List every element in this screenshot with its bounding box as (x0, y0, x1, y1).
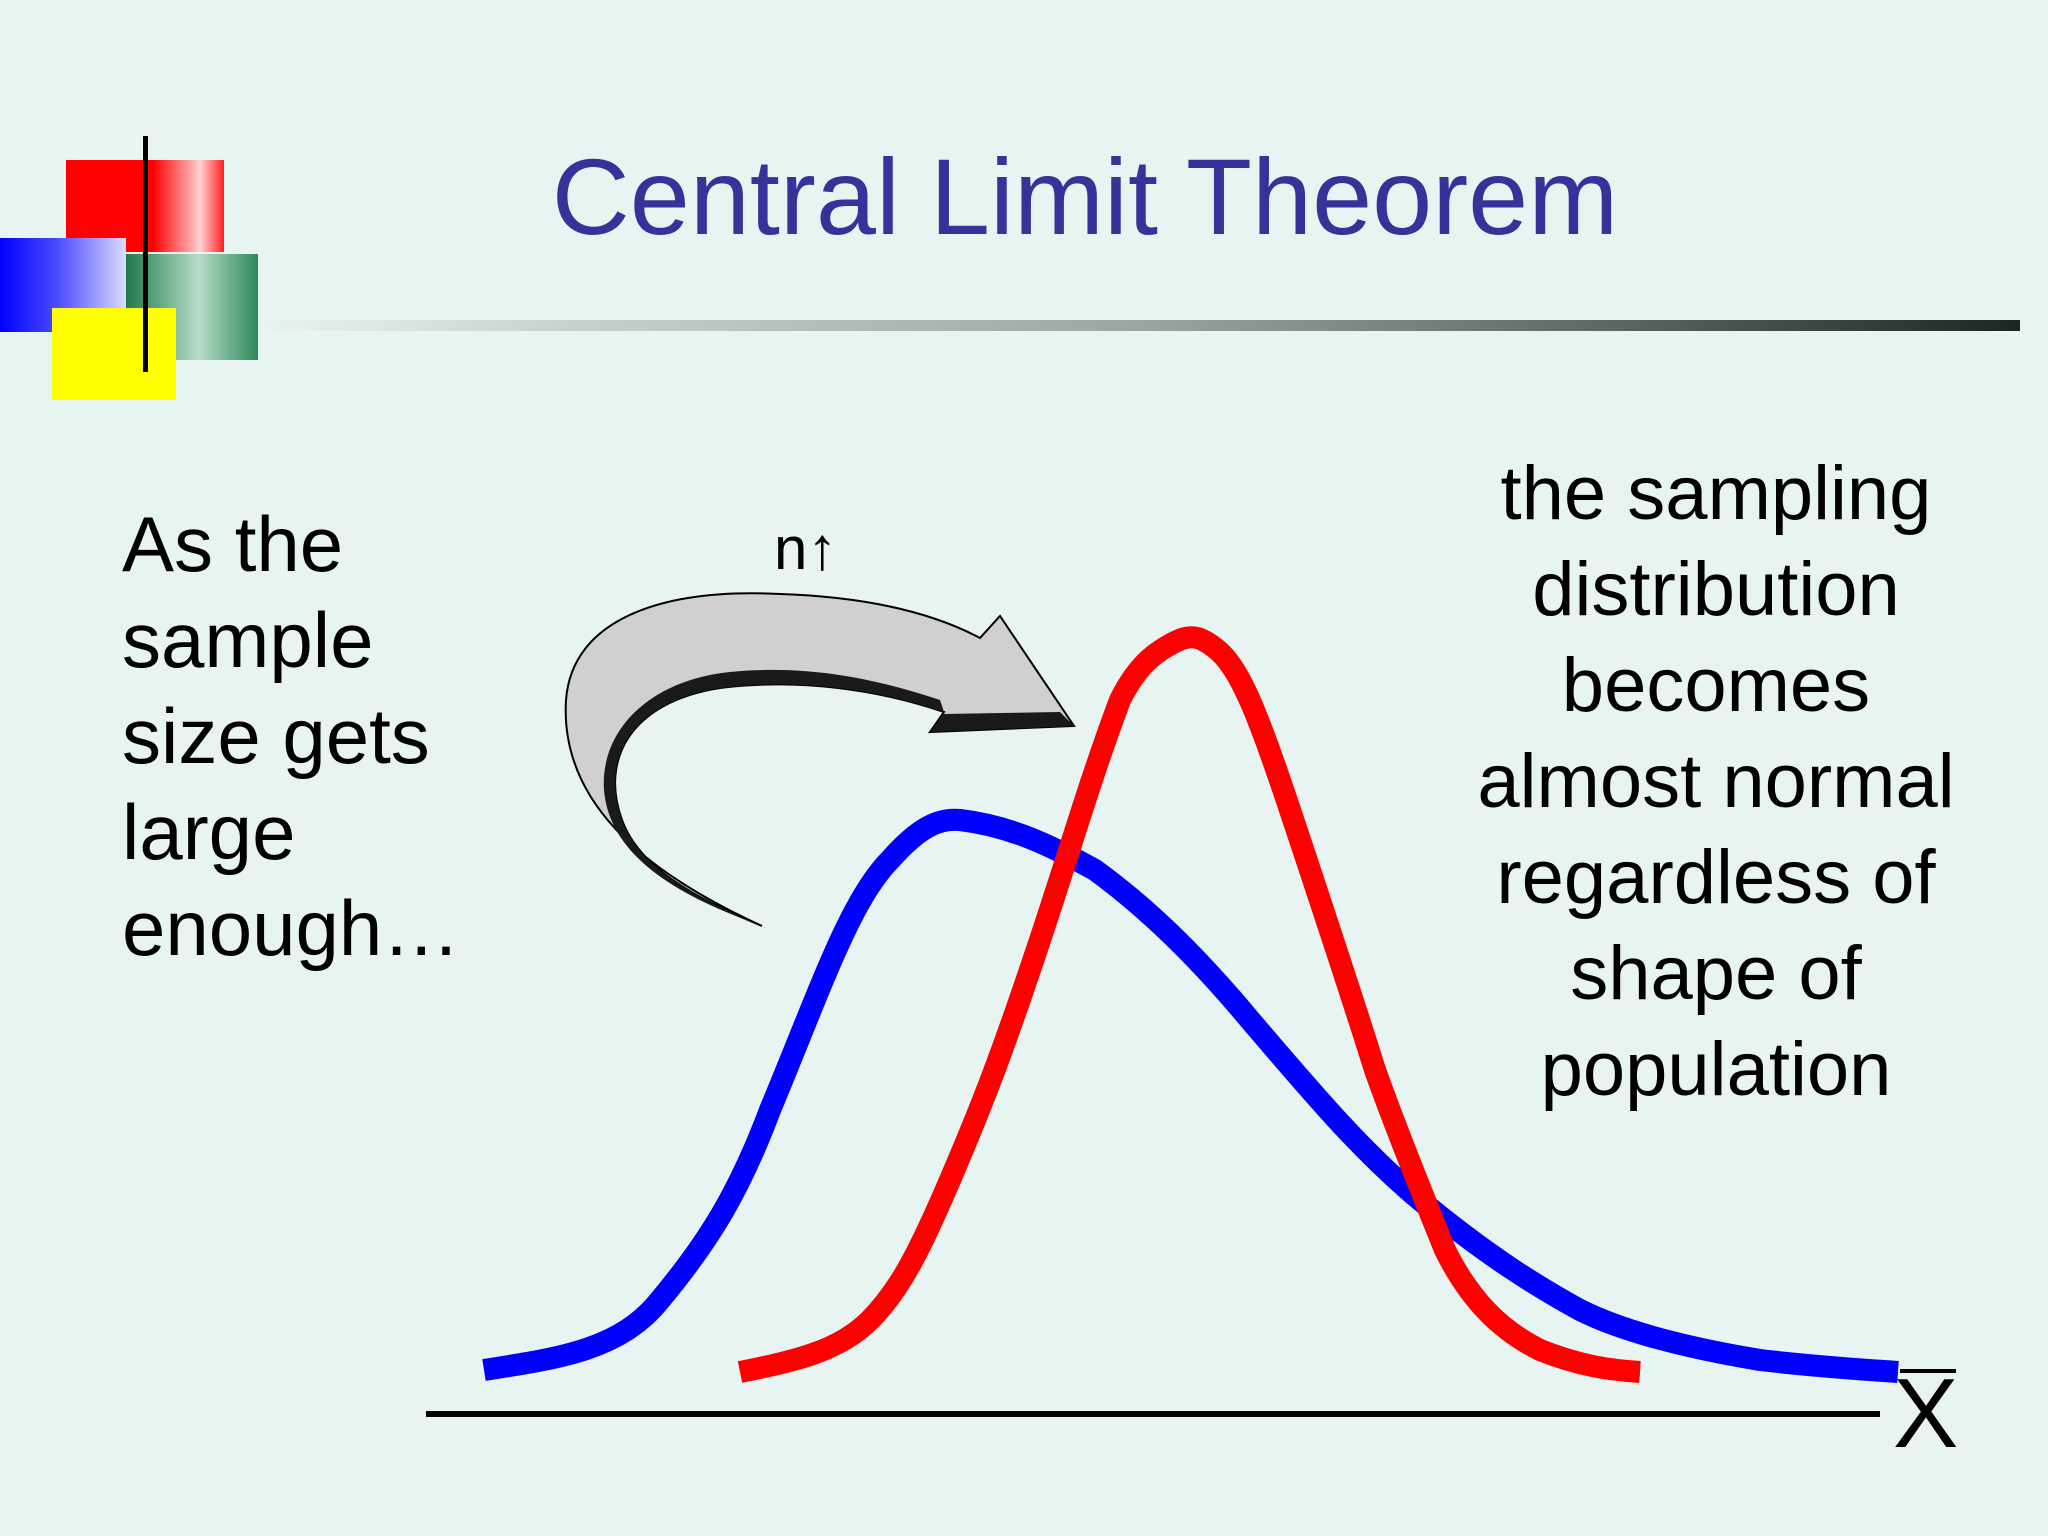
right-caption: the sampling distribution becomes almost… (1477, 451, 1955, 1112)
deco-vertical-line (143, 136, 148, 372)
curved-arrow-icon (564, 592, 1076, 927)
x-bar-overline (1900, 1369, 1956, 1373)
title-underline (258, 320, 2020, 331)
page-title: Central Limit Theorem (551, 136, 1619, 257)
sampling-curve (737, 626, 1641, 1383)
arrow-label: n↑ (774, 515, 838, 582)
deco-yellow-square (52, 308, 176, 400)
axis-label: X (1893, 1358, 1959, 1468)
left-caption: As the sample size gets large enough… (122, 500, 461, 972)
population-curve (482, 808, 1899, 1383)
